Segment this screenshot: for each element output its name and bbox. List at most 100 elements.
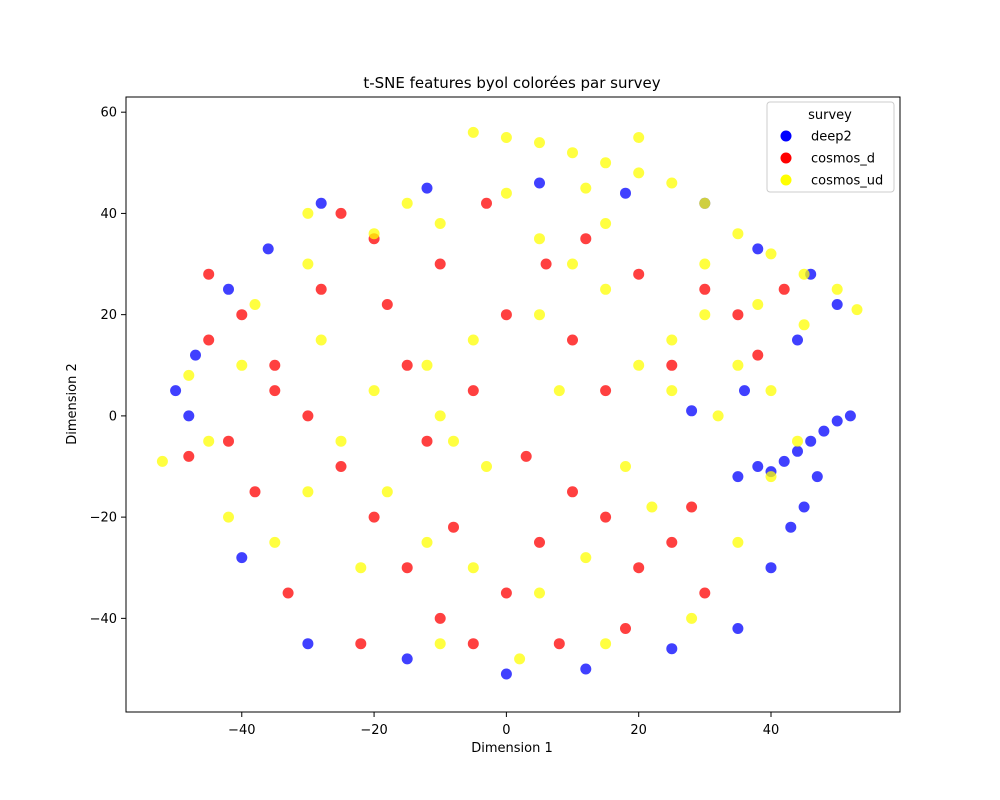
scatter-point-cosmos_ud — [381, 486, 393, 498]
legend-entries: deep2 cosmos_d cosmos_ud — [780, 130, 883, 189]
scatter-point-deep2 — [792, 445, 803, 457]
scatter-point-deep2 — [811, 471, 823, 483]
scatter-point-deep2 — [739, 385, 750, 397]
scatter-point-cosmos_ud — [500, 132, 512, 143]
scatter-point-deep2 — [315, 197, 327, 209]
scatter-point-deep2 — [752, 243, 764, 255]
scatter-point-cosmos_d — [203, 334, 215, 346]
scatter-point-cosmos_d — [355, 638, 367, 650]
x-axis-ticks: −40 −20 0 20 40 — [228, 712, 779, 738]
scatter-point-cosmos_ud — [534, 137, 545, 149]
scatter-point-cosmos_d — [752, 349, 764, 361]
scatter-point-deep2 — [778, 455, 790, 467]
x-tick-label: 40 — [763, 723, 780, 738]
scatter-point-cosmos_ud — [633, 167, 645, 179]
legend-label-cosmos_ud: cosmos_ud — [811, 174, 883, 189]
scatter-point-cosmos_ud — [646, 501, 658, 513]
scatter-point-cosmos_ud — [434, 638, 446, 650]
scatter-point-deep2 — [765, 562, 777, 574]
scatter-point-cosmos_d — [567, 486, 578, 498]
scatter-point-cosmos_ud — [368, 228, 380, 240]
scatter-point-cosmos_ud — [567, 147, 578, 159]
scatter-point-cosmos_ud — [401, 197, 413, 209]
scatter-point-deep2 — [223, 283, 234, 295]
scatter-point-cosmos_d — [633, 562, 645, 574]
scatter-point-cosmos_d — [282, 587, 294, 599]
scatter-point-cosmos_ud — [302, 486, 314, 498]
scatter-point-deep2 — [580, 663, 592, 675]
scatter-point-deep2 — [785, 521, 797, 533]
scatter-point-deep2 — [500, 668, 512, 680]
scatter-point-cosmos_ud — [368, 385, 380, 397]
scatter-point-cosmos_d — [335, 207, 347, 219]
scatter-point-cosmos_d — [381, 299, 393, 310]
scatter-point-deep2 — [666, 643, 678, 655]
scatter-point-cosmos_ud — [798, 319, 810, 331]
x-tick-label: −20 — [360, 723, 387, 738]
scatter-point-deep2 — [818, 425, 830, 437]
scatter-point-cosmos_ud — [534, 233, 545, 245]
scatter-point-cosmos_d — [315, 283, 327, 295]
scatter-point-deep2 — [752, 461, 764, 472]
scatter-point-cosmos_d — [401, 562, 413, 574]
scatter-point-deep2 — [262, 243, 274, 255]
scatter-point-cosmos_ud — [434, 410, 446, 422]
x-axis-label: Dimension 1 — [471, 741, 553, 756]
y-tick-label: −40 — [90, 612, 117, 627]
scatter-point-cosmos_d — [269, 385, 281, 397]
chart-title: t-SNE features byol colorées par survey — [363, 74, 660, 92]
scatter-point-cosmos_d — [580, 233, 592, 245]
scatter-point-deep2 — [236, 552, 248, 564]
plot-area-frame — [125, 96, 901, 713]
scatter-point-cosmos_ud — [421, 536, 433, 548]
scatter-point-cosmos_d — [236, 309, 248, 321]
scatter-point-cosmos_d — [600, 511, 612, 523]
scatter-point-cosmos_d — [368, 511, 380, 523]
scatter-point-cosmos_ud — [302, 207, 314, 219]
scatter-point-cosmos_ud — [792, 435, 803, 447]
scatter-point-cosmos_ud — [686, 612, 698, 624]
scatter-point-cosmos_d — [500, 587, 512, 599]
scatter-point-deep2 — [183, 410, 195, 422]
scatter-point-cosmos_d — [249, 486, 261, 498]
scatter-point-cosmos_ud — [600, 638, 612, 650]
y-axis-label: Dimension 2 — [65, 363, 80, 445]
scatter-point-cosmos_ud — [699, 309, 711, 321]
scatter-point-cosmos_d — [335, 461, 347, 472]
y-tick-label: 0 — [109, 409, 117, 424]
scatter-point-cosmos_ud — [534, 309, 545, 321]
scatter-point-cosmos_ud — [223, 511, 234, 523]
legend-box — [766, 101, 895, 193]
scatter-point-cosmos_ud — [553, 385, 565, 397]
scatter-point-cosmos_d — [467, 638, 479, 650]
scatter-point-cosmos_d — [500, 309, 512, 321]
scatter-point-cosmos_ud — [666, 385, 678, 397]
scatter-point-cosmos_ud — [302, 258, 314, 270]
scatter-point-deep2 — [190, 349, 201, 361]
scatter-point-cosmos_d — [620, 623, 631, 634]
scatter-point-cosmos_ud — [732, 228, 744, 240]
scatter-point-deep2 — [792, 334, 803, 346]
scatter-point-cosmos_d — [540, 258, 552, 270]
scatter-point-cosmos_d — [553, 638, 565, 650]
scatter-point-cosmos_ud — [600, 283, 612, 295]
scatter-point-cosmos_ud — [666, 177, 678, 189]
scatter-point-cosmos_ud — [481, 461, 492, 472]
scatter-point-deep2 — [302, 638, 314, 650]
scatter-point-cosmos_ud — [831, 283, 843, 295]
scatter-point-cosmos_d — [534, 536, 545, 548]
scatter-point-cosmos_ud — [633, 132, 645, 143]
scatter-point-cosmos_ud — [765, 471, 777, 483]
x-tick-label: −40 — [228, 723, 255, 738]
scatter-point-cosmos_ud — [534, 587, 545, 599]
scatter-point-deep2 — [686, 405, 698, 417]
scatter-point-cosmos_ud — [600, 218, 612, 229]
scatter-point-cosmos_ud — [851, 304, 863, 316]
scatter-point-deep2 — [421, 182, 433, 194]
scatter-point-cosmos_d — [448, 521, 459, 533]
scatter-point-cosmos_ud — [732, 536, 744, 548]
scatter-point-deep2 — [170, 385, 182, 397]
scatter-point-deep2 — [805, 435, 817, 447]
scatter-point-cosmos_ud — [236, 359, 248, 371]
